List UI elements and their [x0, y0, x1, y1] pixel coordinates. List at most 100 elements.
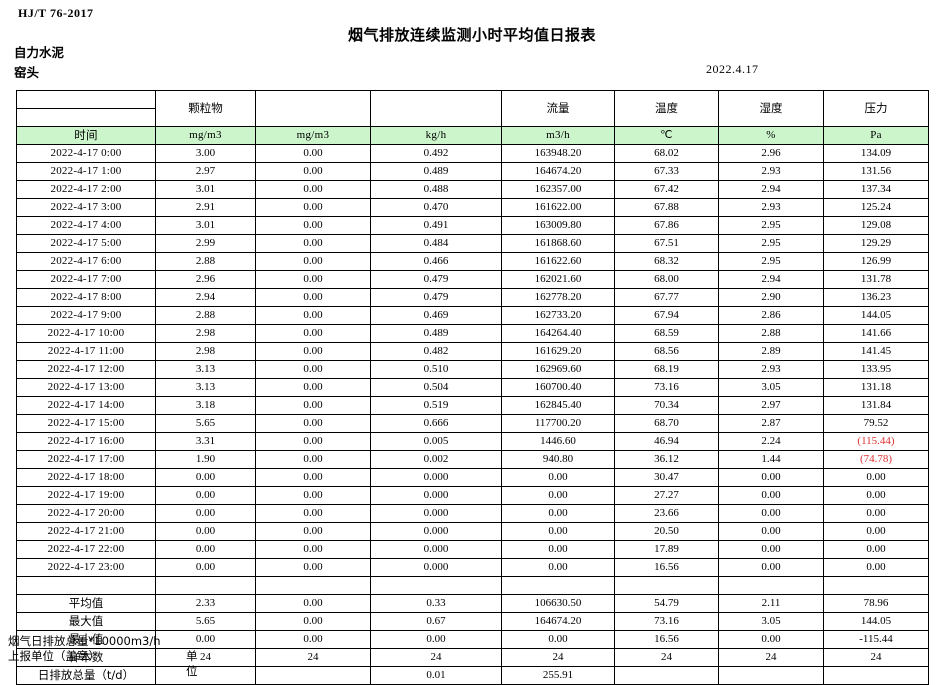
cell-time: 2022-4-17 4:00: [16, 216, 156, 235]
cell-value: 0.00: [718, 540, 824, 559]
cell-value: 0.00: [823, 504, 929, 523]
cell-value: 161868.60: [501, 234, 615, 253]
cell-value: 0.00: [255, 180, 371, 199]
cell-value: 0.00: [823, 486, 929, 505]
cell-time: 2022-4-17 12:00: [16, 360, 156, 379]
cell-value: 161622.60: [501, 252, 615, 271]
cell-value: 0.504: [370, 378, 502, 397]
table-row: 2022-4-17 12:00 3.13 0.00 0.510 162969.60 68.…: [16, 360, 929, 379]
cell-value: 0.00: [255, 216, 371, 235]
cell-value: 0.00: [255, 324, 371, 343]
unit-header-3: kg/h: [370, 126, 502, 145]
cell-value: 0.466: [370, 252, 502, 271]
cell-summary-value: 0.00: [255, 612, 371, 631]
cell-value: 131.78: [823, 270, 929, 289]
outlet-name: 窑头: [14, 65, 40, 80]
cell-value: 0.00: [255, 540, 371, 559]
cell-value: 131.56: [823, 162, 929, 181]
cell-value: 20.50: [614, 522, 719, 541]
cell-summary-value: 2.33: [155, 594, 256, 613]
cell-value: 2.90: [718, 288, 824, 307]
cell-summary-value: 16.56: [614, 630, 719, 649]
cell-summary-value: 0.33: [370, 594, 502, 613]
cell-summary-label: 平均值: [16, 594, 156, 613]
cell-value: 0.000: [370, 468, 502, 487]
cell-value: 162845.40: [501, 396, 615, 415]
cell-value: 162778.20: [501, 288, 615, 307]
table-row: 2022-4-17 16:00 3.31 0.00 0.005 1446.60 46.94…: [16, 432, 929, 451]
cell-value: 0.00: [255, 270, 371, 289]
cell-value: 0.00: [255, 522, 371, 541]
cell-value: 0.00: [718, 486, 824, 505]
cell-value: 2.95: [718, 234, 824, 253]
cell-summary-value: 0.00: [155, 630, 256, 649]
cell-summary-value: 2.11: [718, 594, 824, 613]
cell-summary-value: [823, 666, 929, 685]
cell-value: 0.491: [370, 216, 502, 235]
spacer-row: [16, 576, 929, 595]
param-header-pressure: 压力: [823, 90, 929, 127]
cell-summary-value: 164674.20: [501, 612, 615, 631]
cell-value: 129.29: [823, 234, 929, 253]
table-row: 2022-4-17 5:00 2.99 0.00 0.484 161868.60 67.5…: [16, 234, 929, 253]
cell-value: 2.87: [718, 414, 824, 433]
cell-value: 70.34: [614, 396, 719, 415]
cell-value: 0.00: [155, 540, 256, 559]
cell-value: 0.666: [370, 414, 502, 433]
table-row: 2022-4-17 23:00 0.00 0.00 0.000 0.00 16.56 0.0…: [16, 558, 929, 577]
cell-summary-value: 3.05: [718, 612, 824, 631]
corner-cell-bottom: [16, 108, 156, 127]
table-row: 2022-4-17 3:00 2.91 0.00 0.470 161622.00 67.8…: [16, 198, 929, 217]
cell-value: 0.488: [370, 180, 502, 199]
cell-time: 2022-4-17 9:00: [16, 306, 156, 325]
cell-summary-label: 最大值: [16, 612, 156, 631]
cell-value: 160700.40: [501, 378, 615, 397]
cell-value: 0.00: [255, 504, 371, 523]
cell-value: 3.13: [155, 378, 256, 397]
cell-time: 2022-4-17 3:00: [16, 198, 156, 217]
cell-value: 0.00: [501, 504, 615, 523]
table-row: 2022-4-17 2:00 3.01 0.00 0.488 162357.00 67.4…: [16, 180, 929, 199]
cell-value: 125.24: [823, 198, 929, 217]
cell-value: 162733.20: [501, 306, 615, 325]
cell-value: 0.00: [255, 558, 371, 577]
cell-value: 2.88: [155, 252, 256, 271]
table-row: 2022-4-17 8:00 2.94 0.00 0.479 162778.20 67.7…: [16, 288, 929, 307]
table-row: 2022-4-17 17:00 1.90 0.00 0.002 940.80 36.12 1…: [16, 450, 929, 469]
cell-value: 0.000: [370, 486, 502, 505]
cell-value: 0.469: [370, 306, 502, 325]
cell-value: 0.00: [255, 450, 371, 469]
table-row: 2022-4-17 19:00 0.00 0.00 0.000 0.00 27.27 0.0…: [16, 486, 929, 505]
cell-value: 0.519: [370, 396, 502, 415]
cell-value: 0.00: [823, 468, 929, 487]
cell-summary-value: 24: [823, 648, 929, 667]
cell-value: 67.77: [614, 288, 719, 307]
cell-value: 0.005: [370, 432, 502, 451]
table-row: 2022-4-17 20:00 0.00 0.00 0.000 0.00 23.66 0.0…: [16, 504, 929, 523]
cell-value: 30.47: [614, 468, 719, 487]
cell-value: 2.98: [155, 342, 256, 361]
cell-value: 23.66: [614, 504, 719, 523]
cell-value: 0.00: [823, 558, 929, 577]
cell-value: 68.70: [614, 414, 719, 433]
cell-value: 2.95: [718, 252, 824, 271]
cell-value: 2.95: [718, 216, 824, 235]
footer-unit-word: 单位: [186, 649, 198, 678]
cell-time: 2022-4-17 0:00: [16, 144, 156, 163]
cell-value: 2.97: [155, 162, 256, 181]
spacer-cell: [370, 576, 502, 595]
cell-summary-value: 24: [718, 648, 824, 667]
cell-value: 67.88: [614, 198, 719, 217]
cell-time: 2022-4-17 7:00: [16, 270, 156, 289]
cell-value: 2.98: [155, 324, 256, 343]
cell-value: 163009.80: [501, 216, 615, 235]
cell-value: 163948.20: [501, 144, 615, 163]
cell-summary-value: 78.96: [823, 594, 929, 613]
cell-value: 136.23: [823, 288, 929, 307]
cell-value: 0.00: [255, 288, 371, 307]
cell-value: 0.00: [255, 342, 371, 361]
cell-summary-value: 0.00: [718, 630, 824, 649]
cell-value: 2.94: [718, 270, 824, 289]
cell-value: 17.89: [614, 540, 719, 559]
cell-summary-value: 0.00: [255, 630, 371, 649]
